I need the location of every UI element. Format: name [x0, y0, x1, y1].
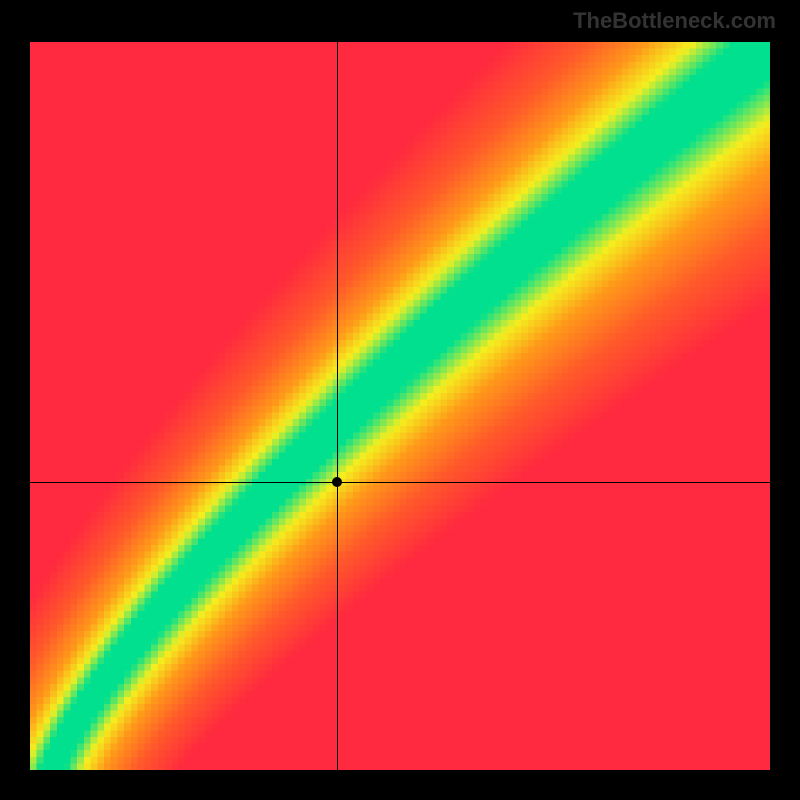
watermark-text: TheBottleneck.com — [573, 8, 776, 34]
bottleneck-heatmap — [30, 42, 770, 770]
crosshair-vertical — [337, 42, 338, 770]
crosshair-horizontal — [30, 482, 770, 483]
target-marker — [332, 477, 342, 487]
chart-container: { "watermark": { "text": "TheBottleneck.… — [0, 0, 800, 800]
